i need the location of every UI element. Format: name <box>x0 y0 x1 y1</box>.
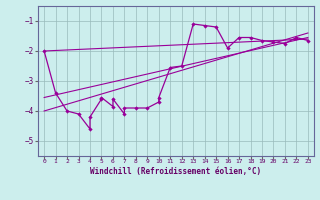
X-axis label: Windchill (Refroidissement éolien,°C): Windchill (Refroidissement éolien,°C) <box>91 167 261 176</box>
